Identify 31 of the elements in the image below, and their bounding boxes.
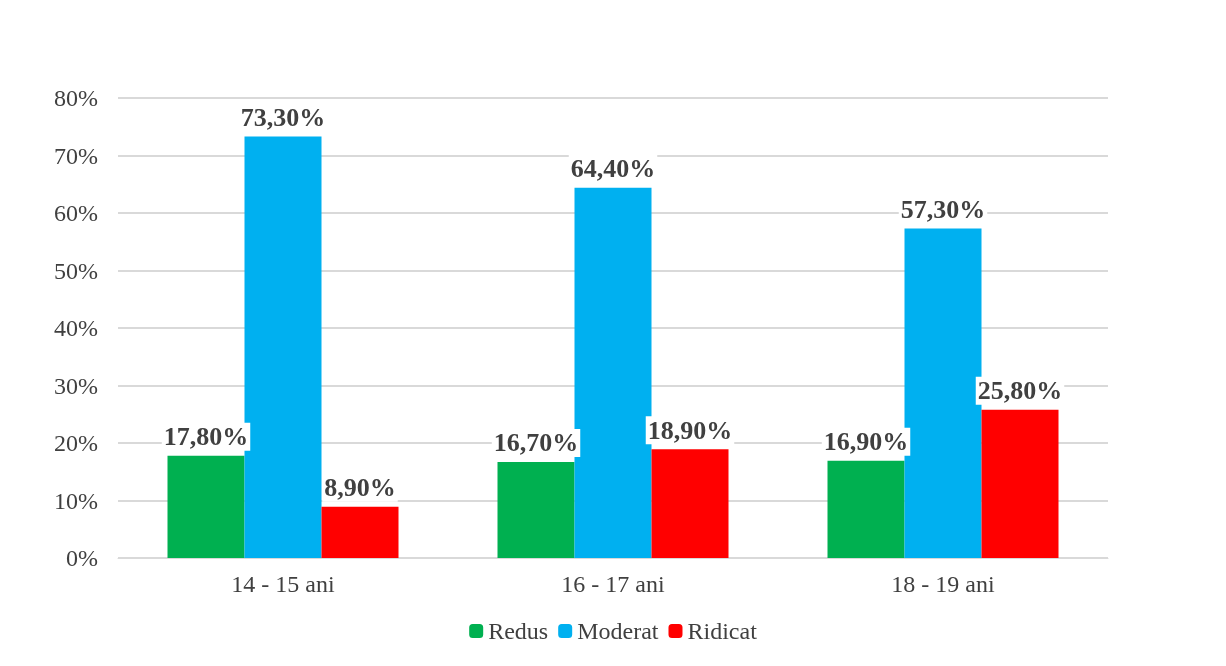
bar [981, 409, 1059, 558]
y-tick-label: 0% [66, 545, 98, 571]
y-tick-label: 50% [54, 257, 98, 284]
bar [827, 460, 905, 558]
bar [651, 449, 729, 558]
bar [244, 136, 322, 558]
bar [167, 455, 245, 558]
y-tick-label: 10% [54, 487, 98, 514]
bar [321, 506, 399, 558]
legend-label: Redus [488, 618, 549, 644]
data-label: 17,80% [163, 422, 249, 452]
legend-label: Ridicat [687, 618, 758, 644]
data-label: 16,90% [823, 427, 909, 457]
y-tick-label: 60% [54, 200, 98, 226]
data-label: 64,40% [570, 154, 656, 184]
x-tick-label: 16 - 17 ani [561, 571, 665, 597]
data-label: 57,30% [900, 195, 986, 225]
y-tick-label: 20% [54, 430, 98, 456]
y-tick-label: 40% [54, 315, 98, 341]
data-label: 25,80% [977, 376, 1063, 406]
x-tick-label: 18 - 19 ani [891, 571, 995, 597]
data-label: 8,90% [324, 473, 396, 503]
y-tick-label: 30% [54, 372, 98, 399]
y-tick-label: 70% [54, 142, 98, 169]
data-label: 16,70% [493, 428, 579, 458]
legend-label: Moderat [577, 618, 659, 644]
y-tick-label: 80% [54, 85, 98, 111]
data-label: 73,30% [240, 103, 326, 133]
bar [497, 461, 575, 558]
x-tick-label: 14 - 15 ani [231, 571, 335, 597]
data-label: 18,90% [647, 415, 733, 445]
